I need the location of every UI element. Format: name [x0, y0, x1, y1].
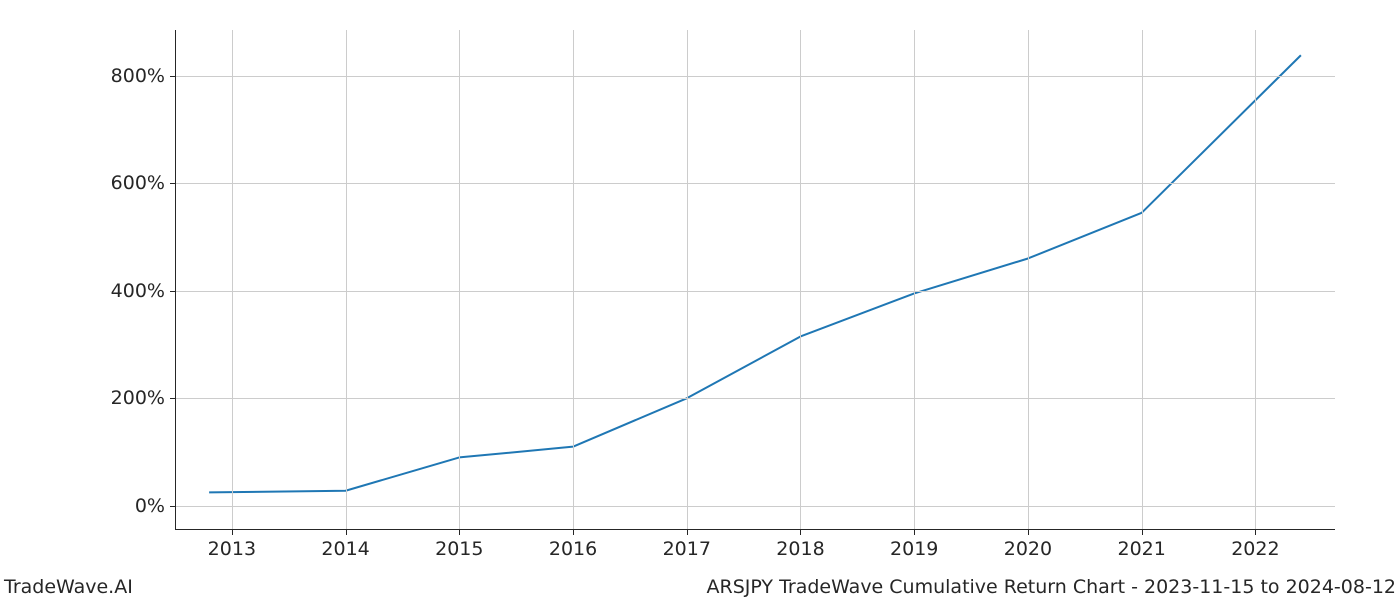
gridline-h [175, 506, 1335, 507]
plot-area [175, 30, 1335, 530]
x-tick-mark [459, 530, 460, 535]
x-tick-label: 2019 [890, 538, 938, 560]
gridline-v [459, 30, 460, 530]
return-line [175, 30, 1335, 530]
x-tick-mark [687, 530, 688, 535]
gridline-v [1142, 30, 1143, 530]
gridline-v [1028, 30, 1029, 530]
x-tick-mark [914, 530, 915, 535]
y-tick-label: 600% [111, 172, 165, 194]
chart-container: TradeWave.AI ARSJPY TradeWave Cumulative… [0, 0, 1400, 600]
spine-bottom [175, 529, 1335, 530]
x-tick-mark [1255, 530, 1256, 535]
x-tick-label: 2018 [776, 538, 824, 560]
gridline-v [1255, 30, 1256, 530]
footer-left-label: TradeWave.AI [4, 576, 133, 598]
gridline-h [175, 76, 1335, 77]
x-tick-mark [1142, 530, 1143, 535]
x-tick-label: 2022 [1231, 538, 1279, 560]
x-tick-label: 2020 [1004, 538, 1052, 560]
spine-left [175, 30, 176, 530]
x-tick-label: 2016 [549, 538, 597, 560]
footer-right-label: ARSJPY TradeWave Cumulative Return Chart… [707, 576, 1396, 598]
x-tick-mark [800, 530, 801, 535]
y-tick-label: 0% [135, 495, 165, 517]
y-tick-label: 400% [111, 280, 165, 302]
gridline-v [573, 30, 574, 530]
x-tick-mark [573, 530, 574, 535]
x-tick-label: 2021 [1117, 538, 1165, 560]
x-tick-label: 2015 [435, 538, 483, 560]
x-tick-label: 2013 [208, 538, 256, 560]
gridline-h [175, 291, 1335, 292]
gridline-h [175, 183, 1335, 184]
gridline-v [914, 30, 915, 530]
x-tick-label: 2017 [663, 538, 711, 560]
gridline-v [346, 30, 347, 530]
gridline-v [232, 30, 233, 530]
x-tick-mark [1028, 530, 1029, 535]
x-tick-mark [232, 530, 233, 535]
gridline-h [175, 398, 1335, 399]
x-tick-mark [346, 530, 347, 535]
gridline-v [687, 30, 688, 530]
y-tick-label: 200% [111, 387, 165, 409]
gridline-v [800, 30, 801, 530]
y-tick-label: 800% [111, 65, 165, 87]
x-tick-label: 2014 [321, 538, 369, 560]
